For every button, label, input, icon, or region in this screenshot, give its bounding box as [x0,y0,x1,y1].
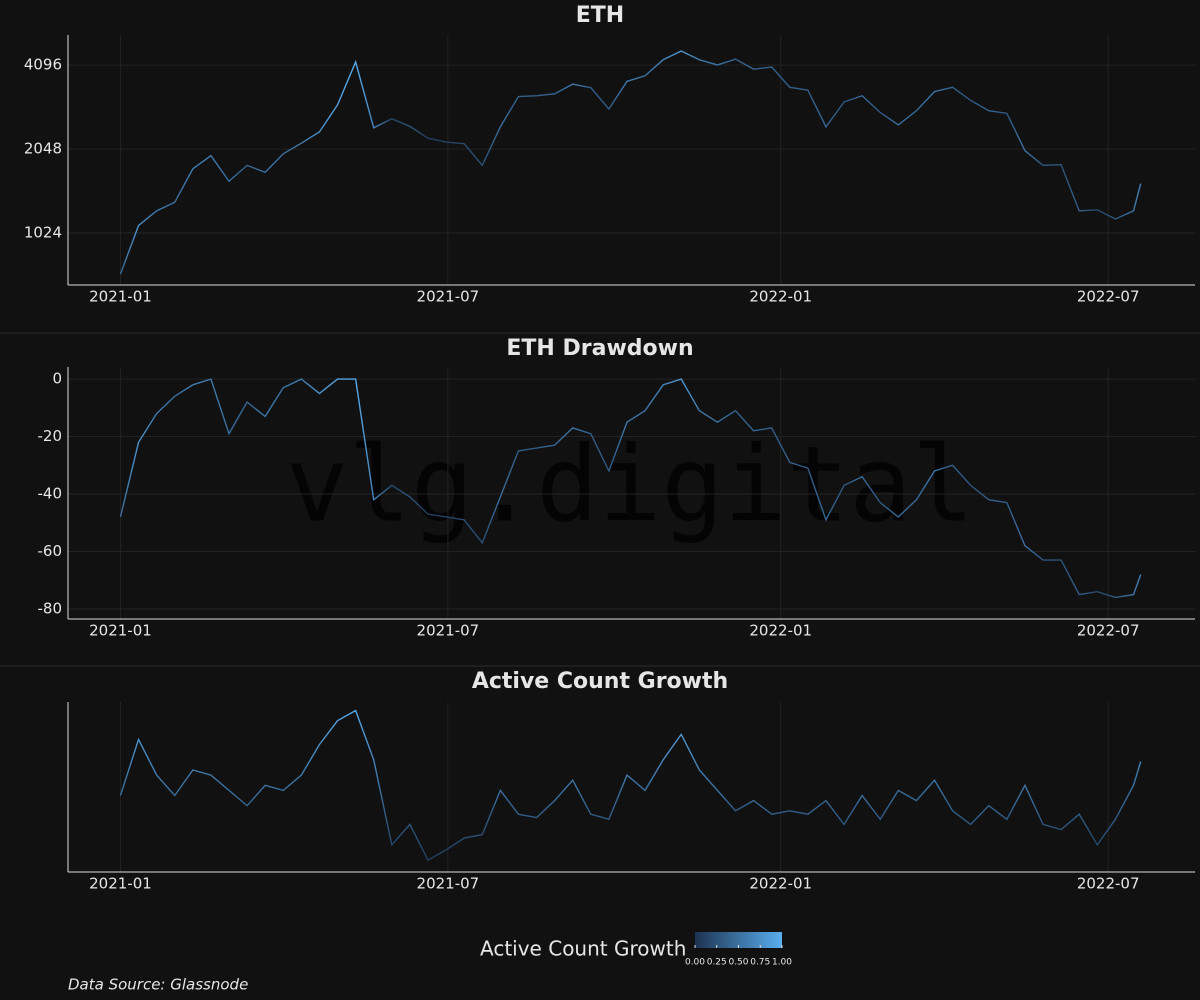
x-tick-label: 2021-07 [417,288,480,306]
colorbar [695,932,782,948]
y-tick-label: 1024 [24,224,62,242]
source-note: Data Source: Glassnode [68,976,248,994]
chart-title: ETH Drawdown [506,336,693,361]
x-tick-label: 2021-07 [417,875,480,893]
data-line [119,378,1142,599]
y-tick-label: -80 [38,599,63,617]
x-tick-label: 2022-07 [1077,622,1140,640]
x-tick-label: 2022-07 [1077,875,1140,893]
watermark: vlg.digital [286,423,975,545]
x-tick-label: 2021-01 [89,622,152,640]
x-tick-label: 2022-01 [749,288,812,306]
x-tick-label: 2021-01 [89,288,152,306]
colorbar-tick-label: 1.00 [772,958,792,968]
x-tick-label: 2022-07 [1077,288,1140,306]
colorbar-title: Active Count Growth [480,937,686,961]
chart-title: ETH [576,3,624,28]
y-tick-label: -20 [38,427,63,445]
colorbar-tick-label: 0.50 [728,958,748,968]
y-tick-label: -40 [38,485,63,503]
colorbar-tick-label: 0.00 [685,958,705,968]
x-tick-label: 2021-07 [417,622,480,640]
x-tick-label: 2021-01 [89,875,152,893]
colorbar-tick-label: 0.75 [750,958,770,968]
y-tick-label: 4096 [24,56,62,74]
data-line [119,709,1142,862]
y-tick-label: -60 [38,542,63,560]
y-tick-label: 0 [52,370,62,388]
x-tick-label: 2022-01 [749,875,812,893]
y-tick-label: 2048 [24,140,62,158]
data-line [119,50,1142,275]
colorbar-tick-label: 0.25 [707,958,727,968]
x-tick-label: 2022-01 [749,622,812,640]
chart-title: Active Count Growth [472,669,728,694]
